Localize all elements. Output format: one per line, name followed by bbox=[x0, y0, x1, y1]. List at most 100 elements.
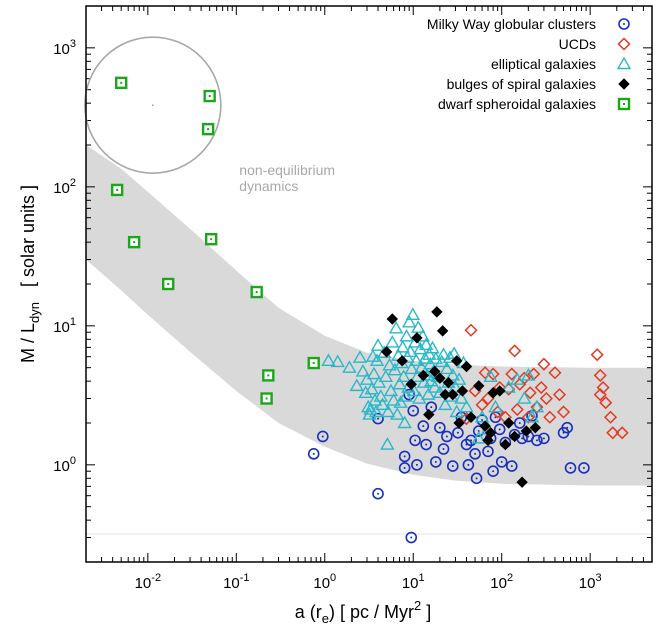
x-tick-label-exp: -1 bbox=[240, 572, 250, 584]
y-tick-label: 101 bbox=[53, 316, 76, 336]
x-axis-label-part: ] bbox=[421, 602, 431, 622]
data-point bbox=[445, 367, 460, 381]
data-point bbox=[363, 402, 378, 415]
data-point bbox=[593, 368, 607, 382]
data-point-dot bbox=[412, 409, 415, 412]
data-point bbox=[482, 434, 494, 447]
legend-marker-dot bbox=[623, 103, 625, 105]
data-point bbox=[399, 328, 414, 342]
data-point-dot bbox=[582, 466, 585, 469]
data-point-dot bbox=[265, 397, 268, 400]
tick-layer bbox=[85, 5, 653, 563]
data-point bbox=[430, 456, 442, 468]
data-point bbox=[330, 354, 345, 368]
x-axis-label-part: a (r bbox=[295, 602, 322, 622]
data-point bbox=[383, 383, 399, 397]
data-point bbox=[395, 339, 410, 353]
data-point bbox=[502, 417, 515, 429]
y-tick-label-exp: 3 bbox=[70, 38, 76, 50]
data-point-dot bbox=[451, 465, 454, 468]
data-point bbox=[409, 434, 421, 447]
data-point-dot bbox=[255, 291, 258, 294]
inset-point-dot bbox=[207, 128, 210, 131]
data-point bbox=[380, 437, 395, 450]
data-point bbox=[599, 396, 613, 410]
data-point bbox=[439, 361, 455, 375]
data-point bbox=[517, 391, 532, 404]
band-layer bbox=[86, 145, 652, 486]
data-point bbox=[478, 366, 492, 380]
data-point bbox=[380, 404, 396, 418]
data-point bbox=[590, 348, 604, 362]
y-tick-label-base: 10 bbox=[53, 41, 70, 58]
data-point bbox=[439, 388, 451, 401]
x-tick-label-exp: 0 bbox=[330, 572, 336, 584]
x-tick-label-base: 10 bbox=[579, 575, 596, 592]
data-point bbox=[380, 346, 393, 358]
x-tick-label: 102 bbox=[490, 572, 513, 592]
data-point bbox=[392, 376, 407, 390]
y-axis-label-sub: dyn bbox=[27, 302, 42, 323]
data-point bbox=[578, 462, 590, 474]
data-point bbox=[417, 369, 430, 382]
data-point bbox=[441, 430, 453, 443]
data-point bbox=[436, 347, 451, 360]
data-point bbox=[505, 367, 519, 381]
data-point bbox=[424, 373, 439, 387]
data-point-dot bbox=[542, 437, 545, 440]
data-point bbox=[449, 404, 464, 418]
data-point bbox=[425, 340, 440, 354]
data-point-dot bbox=[456, 431, 459, 434]
data-point bbox=[423, 408, 435, 421]
data-point-dot bbox=[518, 422, 521, 424]
data-point bbox=[406, 383, 422, 397]
data-point bbox=[473, 380, 485, 392]
data-point bbox=[520, 425, 533, 437]
data-point bbox=[408, 353, 424, 367]
data-point bbox=[437, 443, 450, 455]
data-point-dot bbox=[527, 435, 530, 438]
data-point bbox=[436, 325, 449, 337]
x-axis-label-sup: 2 bbox=[414, 598, 421, 613]
data-point bbox=[606, 426, 620, 440]
x-tick-label: 10-2 bbox=[135, 572, 161, 592]
data-point bbox=[420, 438, 432, 451]
data-point bbox=[403, 344, 418, 358]
data-point bbox=[382, 357, 397, 371]
data-point-dot bbox=[167, 283, 170, 285]
x-tick-label-base: 10 bbox=[135, 575, 152, 592]
data-point bbox=[369, 353, 385, 367]
data-point bbox=[417, 420, 430, 432]
data-point-dot bbox=[569, 466, 572, 469]
data-point bbox=[474, 409, 490, 423]
series-2 bbox=[321, 307, 545, 450]
data-point bbox=[465, 434, 477, 447]
data-point bbox=[470, 472, 483, 485]
data-point-dot bbox=[481, 419, 484, 422]
data-point bbox=[355, 364, 371, 377]
data-point bbox=[488, 399, 503, 413]
data-point bbox=[529, 421, 542, 434]
data-point-dot bbox=[434, 460, 437, 463]
data-point-dot bbox=[267, 374, 270, 377]
data-point-dot bbox=[321, 435, 324, 438]
data-point-dot bbox=[403, 466, 406, 469]
series-4 bbox=[110, 183, 320, 405]
data-point bbox=[523, 386, 537, 400]
data-point bbox=[564, 462, 577, 474]
y-axis-label-part: [ solar units ] bbox=[18, 185, 38, 302]
data-point-dot bbox=[475, 477, 478, 480]
data-point-dot bbox=[312, 452, 315, 455]
data-point bbox=[431, 306, 443, 318]
data-point bbox=[459, 399, 474, 413]
legend: Milky Way globular clusters UCDs elliptica… bbox=[427, 16, 632, 112]
data-point bbox=[447, 388, 459, 401]
data-point-dot bbox=[498, 428, 501, 431]
data-point bbox=[404, 361, 419, 375]
data-point bbox=[393, 395, 408, 408]
data-point bbox=[386, 313, 399, 325]
data-point bbox=[358, 385, 373, 398]
y-tick-label: 103 bbox=[53, 38, 76, 58]
y-tick-label: 102 bbox=[53, 177, 76, 197]
shaded-band bbox=[86, 145, 652, 486]
